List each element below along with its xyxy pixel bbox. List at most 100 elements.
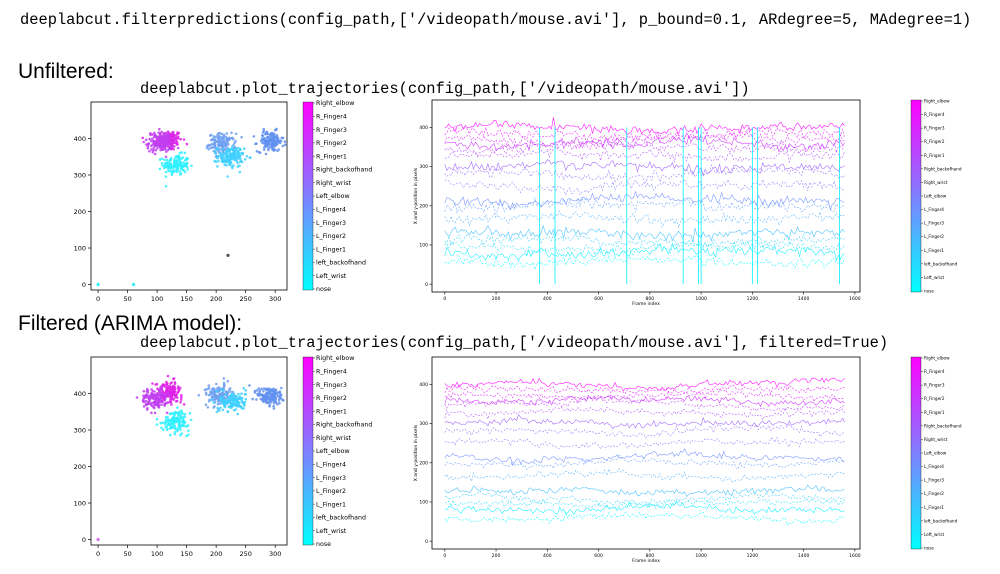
scatter-point [222, 156, 225, 159]
scatter-point [267, 147, 270, 150]
colorbar-label: Left_elbow [316, 193, 350, 200]
trajectory-series [444, 232, 845, 251]
colorbar [910, 99, 922, 293]
scatter-point [229, 156, 233, 159]
colorbar-label: Right_backofhand [316, 167, 372, 174]
scatter-point [155, 417, 159, 421]
scatter-point [169, 169, 172, 173]
scatter-point [152, 146, 155, 150]
y-tick-label: 200 [419, 460, 428, 466]
scatter-point [242, 407, 245, 410]
colorbar-label: Right_wrist [316, 435, 351, 442]
scatter-point [219, 406, 222, 410]
scatter-point [159, 391, 163, 394]
scatter-point [151, 150, 155, 154]
trajectory-series [444, 491, 845, 507]
scatter-point [222, 150, 225, 153]
scatter-point [185, 162, 189, 165]
scatter-point [185, 434, 188, 438]
scatter-cluster [248, 384, 285, 410]
scatter-point [166, 131, 169, 135]
scatter-point [163, 422, 167, 426]
scatter-point [217, 149, 220, 153]
x-tick-label: 250 [239, 550, 251, 558]
scatter-point [238, 147, 241, 150]
colorbar-label: Right_backofhand [316, 422, 372, 429]
scatter-point [165, 428, 169, 432]
scatter-point [262, 148, 266, 151]
colorbar [302, 356, 314, 546]
scatter-point [168, 396, 172, 400]
scatter-point [230, 145, 234, 148]
trajectory-series [444, 484, 845, 498]
scatter-point [222, 139, 226, 143]
scatter-point [210, 398, 214, 402]
scatter-point [177, 421, 181, 424]
scatter-point [262, 395, 265, 398]
scatter-point [272, 401, 276, 405]
scatter-point [144, 138, 148, 142]
scatter-point [177, 412, 181, 416]
trajectory-series [444, 394, 845, 408]
scatter-point [158, 167, 162, 171]
x-tick-label: 100 [151, 295, 163, 303]
scatter-point [227, 388, 231, 392]
filtered-heading: Filtered (ARIMA model): [18, 312, 243, 335]
scatter-point [148, 400, 151, 404]
scatter-point [267, 391, 271, 394]
scatter-point [175, 155, 178, 158]
scatter-point [165, 401, 168, 405]
scatter-point [169, 433, 172, 437]
scatter-point [273, 143, 276, 147]
scatter-point [160, 162, 164, 165]
scatter-point [183, 412, 187, 416]
scatter-point [187, 429, 190, 433]
scatter-point [172, 398, 175, 401]
scatter-point [226, 410, 230, 413]
scatter-point [164, 418, 168, 422]
scatter-point [179, 137, 182, 141]
scatter-point [185, 142, 189, 146]
scatter-point [152, 139, 155, 143]
scatter-point [270, 146, 274, 149]
colorbar-label: nose [924, 545, 934, 550]
scatter-point [178, 433, 182, 437]
scatter-point [278, 401, 281, 405]
scatter-point [225, 390, 228, 394]
scatter-point [209, 134, 212, 137]
scatter-point [242, 387, 245, 390]
scatter-point [226, 175, 229, 178]
scatter-cluster [135, 385, 172, 415]
x-tick-label: 250 [239, 295, 251, 303]
scatter-point [221, 148, 225, 151]
scatter-point [221, 408, 225, 412]
colorbar-label: Left_elbow [924, 193, 947, 198]
x-tick-label: 600 [594, 553, 603, 559]
trajectory-series [444, 448, 845, 467]
colorbar-label: L_Finger1 [924, 248, 944, 253]
scatter-point [176, 137, 180, 140]
scatter-point [274, 398, 278, 401]
scatter-point [166, 394, 170, 398]
scatter-point [174, 400, 178, 403]
colorbar-label: R_Finger2 [316, 140, 347, 147]
scatter-point [185, 164, 188, 168]
scatter-point [229, 397, 233, 400]
scatter-point [160, 403, 163, 406]
x-tick-label: 600 [594, 296, 603, 302]
scatter-point [177, 385, 180, 388]
scatter-point [217, 147, 220, 151]
scatter-point [236, 165, 240, 168]
scatter-point [166, 374, 170, 378]
scatter-point [255, 398, 258, 401]
scatter-point [146, 146, 150, 150]
y-tick-label: 0 [425, 282, 428, 288]
scatter-point [146, 144, 150, 148]
y-tick-label: 100 [74, 244, 86, 252]
scatter-point [215, 140, 219, 144]
colorbar-label: Right_backofhand [924, 166, 962, 171]
scatter-point [216, 394, 220, 398]
scatter-point [230, 405, 234, 409]
scatter-point [206, 406, 210, 409]
trajectory-series [444, 406, 845, 421]
